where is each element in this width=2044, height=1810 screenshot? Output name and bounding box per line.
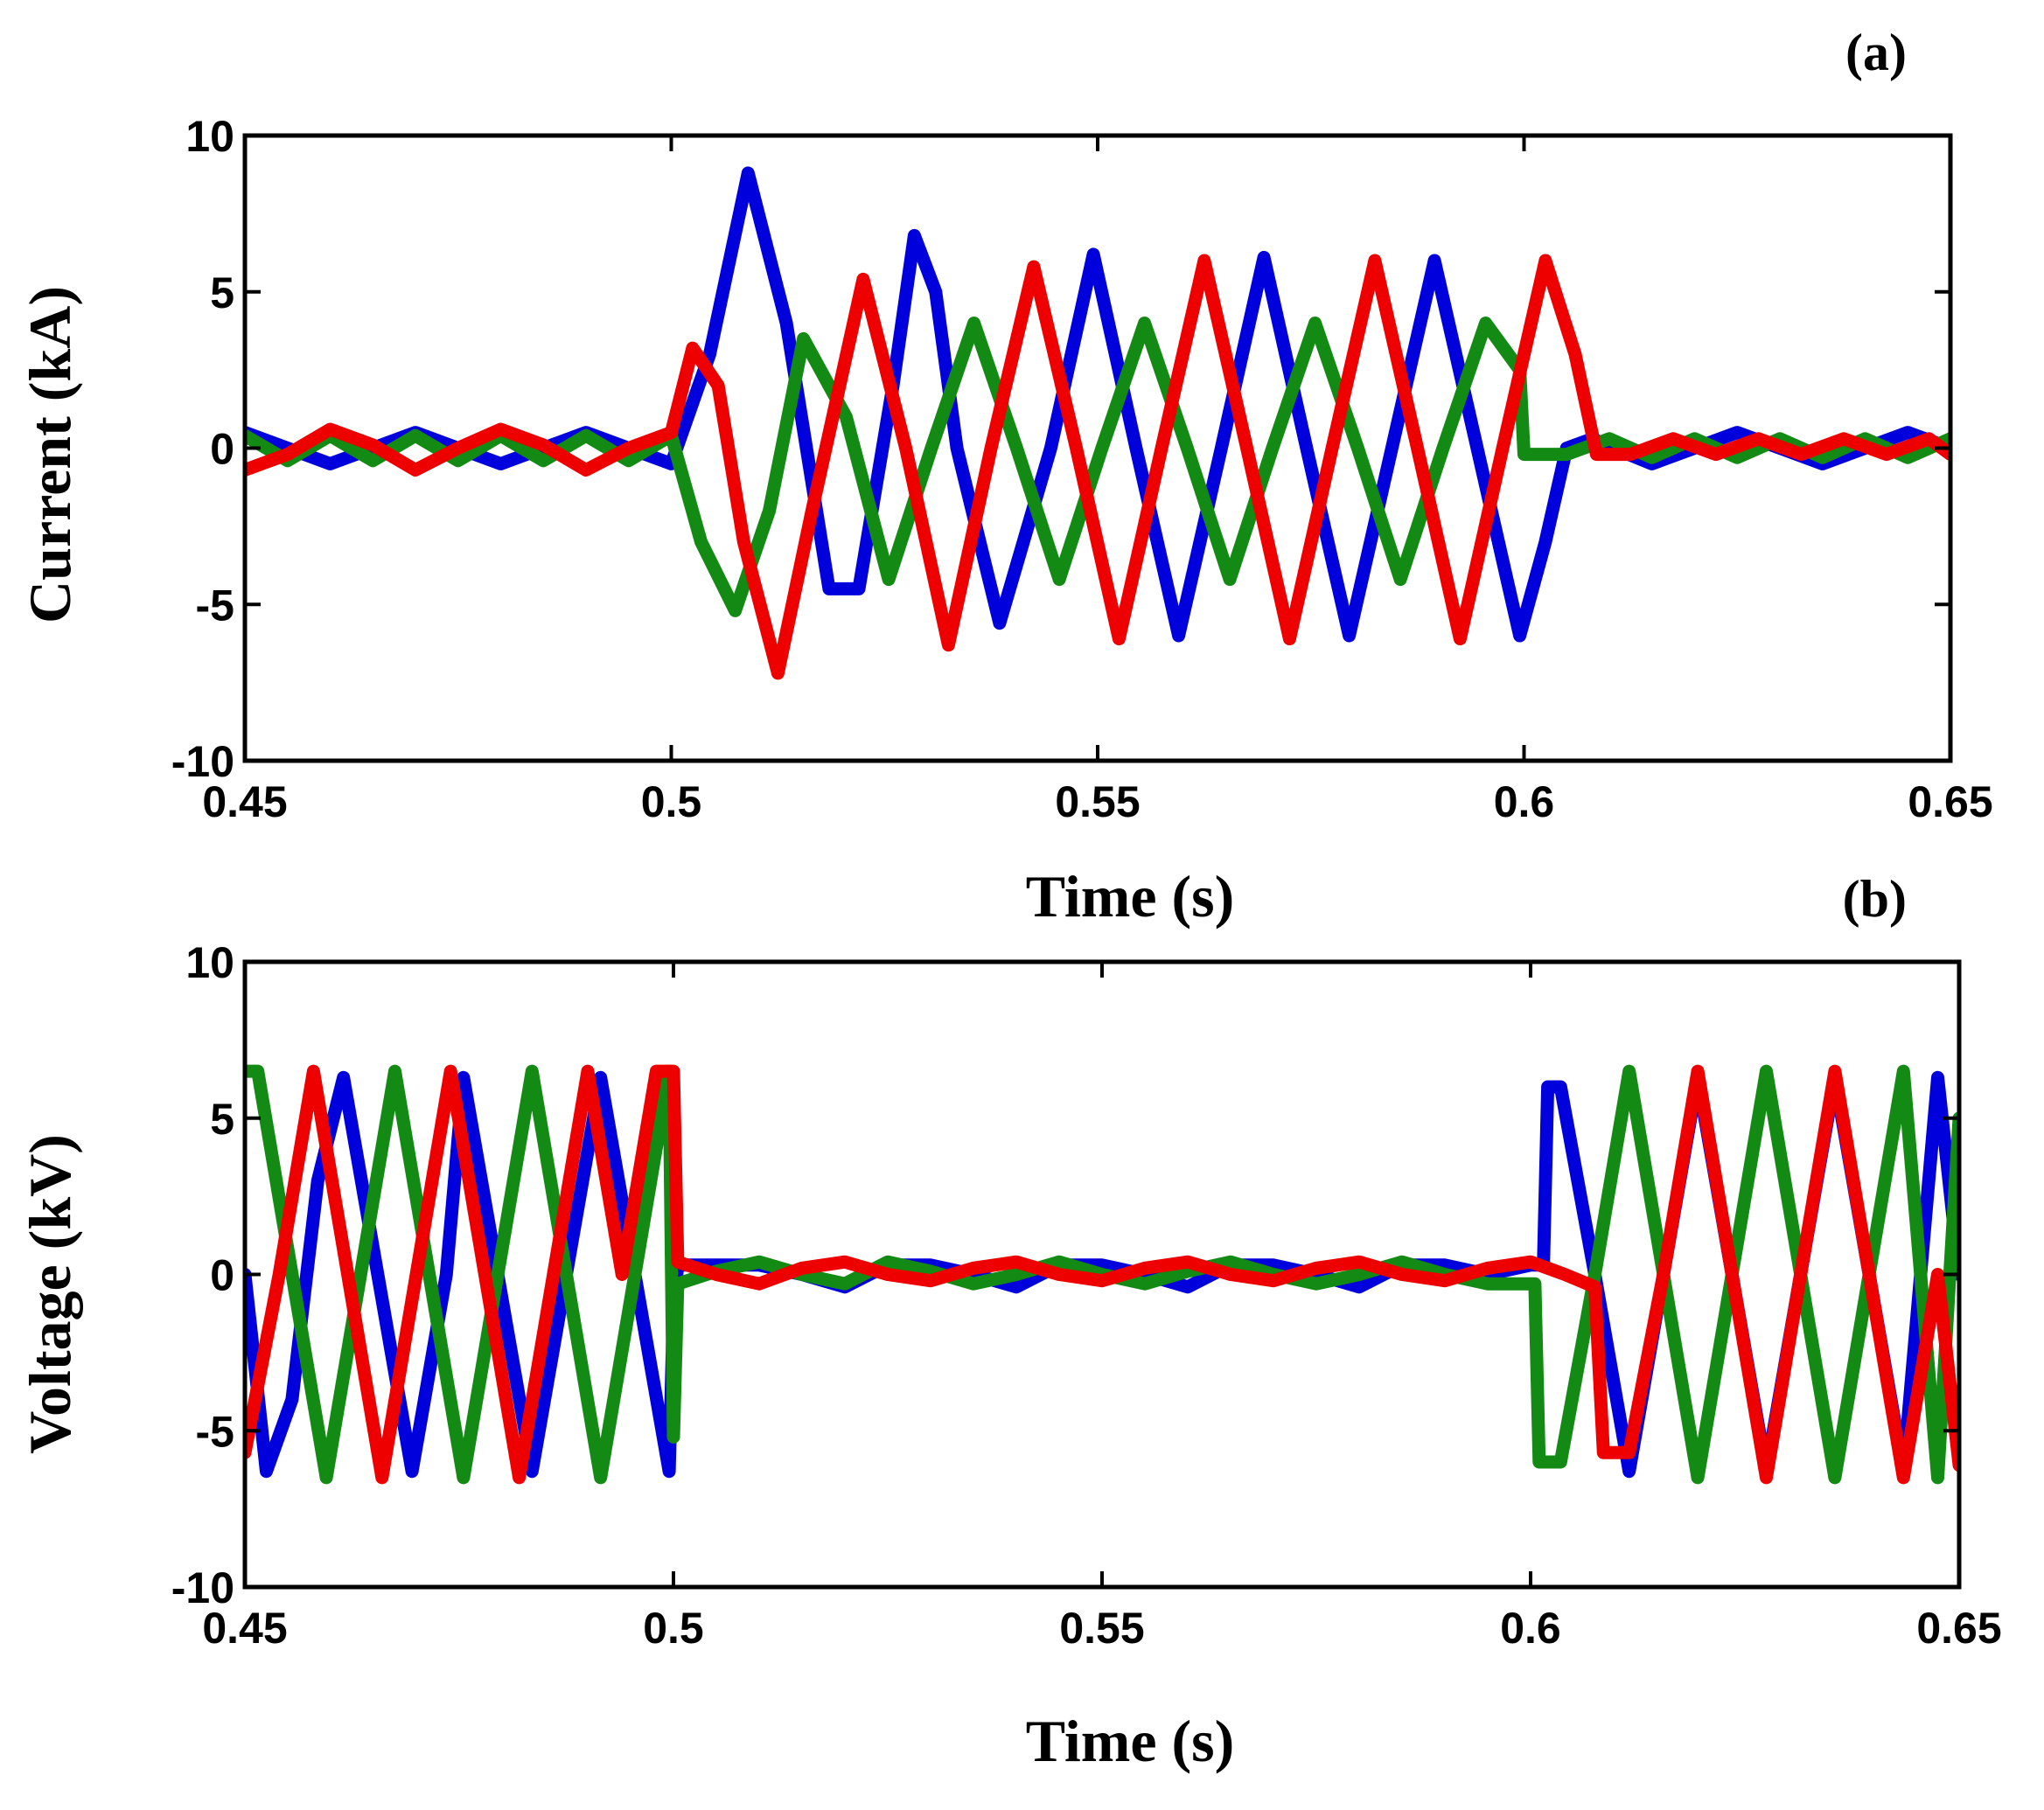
y-tick-label: -10 [171,1563,234,1612]
y-tick-label: -5 [196,581,234,630]
x-tick-label: 0.55 [1055,777,1140,826]
x-tick-label: 0.45 [202,1604,287,1653]
x-axis-title: Time (s) [1026,863,1235,929]
y-tick-label: 5 [210,268,234,317]
panel-b: (b) Voltage (kV) Time (s) 0.45 0.5 0.55 0.6… [17,870,2002,1774]
y-tick-label: 0 [210,1251,234,1300]
x-axis-title: Time (s) [1026,1708,1235,1774]
x-tick-label: 0.6 [1500,1604,1561,1653]
y-tick-label: -10 [171,737,234,786]
x-tick-label: 0.5 [641,777,702,826]
y-tick-label: -5 [196,1407,234,1456]
series-line-3 [245,1064,1959,1485]
x-tick-label: 0.65 [1908,777,1992,826]
series-line-2 [245,317,1950,617]
series-group [245,166,1950,680]
y-axis-title: Voltage (kV) [17,1134,83,1454]
series-line-3 [245,254,1950,680]
x-tick-label: 0.65 [1916,1604,2001,1653]
x-tick-label: 0.6 [1494,777,1555,826]
panel-label: (b) [1843,870,1907,928]
y-axis-title: Current (kA) [17,286,83,623]
y-tick-label: 0 [210,425,234,474]
x-tick-label: 0.45 [202,777,287,826]
y-tick-label: 10 [185,938,234,987]
series-group [245,1064,1959,1485]
y-tick-label: 5 [210,1095,234,1144]
x-tick-label: 0.55 [1059,1604,1144,1653]
panel-label: (a) [1845,24,1907,81]
panel-a: (a) Current (kA) Time (s) 0.45 0.5 0.55 0.6… [17,24,1993,929]
x-tick-label: 0.5 [643,1604,704,1653]
y-tick-label: 10 [185,112,234,161]
